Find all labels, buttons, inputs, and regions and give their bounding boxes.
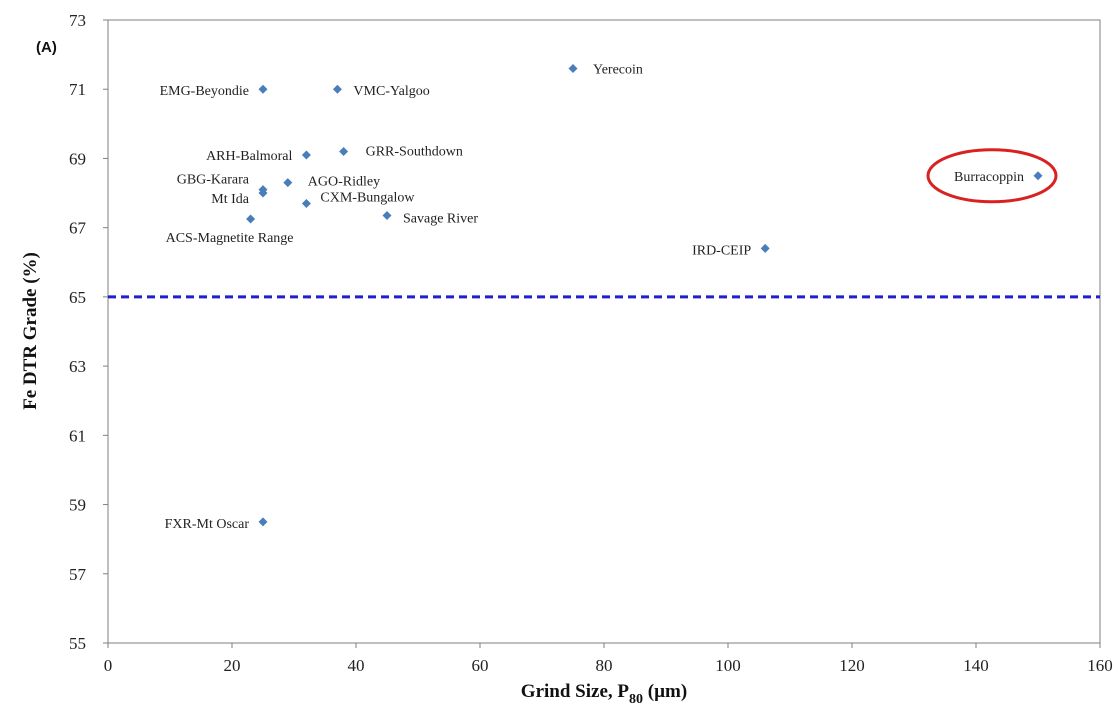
plot-area: 0 20 40 60 80 100 120 140 160 55 57 59 61 63 65 67 69 71… xyxy=(69,11,1113,675)
data-point-label: EMG-Beyondie xyxy=(160,84,249,99)
data-point-label: FXR-Mt Oscar xyxy=(165,517,250,532)
plot-frame xyxy=(107,19,1101,644)
data-point-label: GRR-Southdown xyxy=(366,145,463,160)
y-tick-label: 61 xyxy=(69,426,86,445)
data-point xyxy=(568,63,578,73)
y-axis-title: Fe DTR Grade (%) xyxy=(20,252,41,410)
data-point xyxy=(258,517,268,527)
data-point-label: IRD-CEIP xyxy=(692,243,751,258)
panel-label: (A) xyxy=(36,39,57,56)
x-tick-label: 140 xyxy=(963,656,989,675)
data-point-label: Yerecoin xyxy=(593,62,643,77)
x-axis-ticks: 0 20 40 60 80 100 120 140 160 xyxy=(104,643,1113,675)
highlight-ellipse xyxy=(926,148,1058,204)
x-axis-title-subscript: 80 xyxy=(629,692,643,707)
x-tick-label: 0 xyxy=(104,656,113,675)
data-point xyxy=(382,211,392,221)
data-point-label: Mt Ida xyxy=(211,192,250,207)
data-point xyxy=(339,147,349,157)
x-tick-label: 40 xyxy=(348,656,365,675)
y-tick-label: 57 xyxy=(69,565,87,584)
data-point xyxy=(760,243,770,253)
x-tick-label: 100 xyxy=(715,656,741,675)
y-tick-label: 59 xyxy=(69,496,86,515)
data-point-label: VMC-Yalgoo xyxy=(353,84,429,99)
data-point xyxy=(332,84,342,94)
data-point xyxy=(1033,171,1043,181)
data-point xyxy=(301,198,311,208)
y-tick-label: 67 xyxy=(69,219,87,238)
y-tick-label: 73 xyxy=(69,11,86,30)
x-axis-title: Grind Size, P80 (µm) xyxy=(521,681,687,707)
x-tick-label: 120 xyxy=(839,656,865,675)
data-point-labels: Yerecoin EMG-Beyondie VMC-Yalgoo ARH-Balmor… xyxy=(160,62,1024,531)
data-point xyxy=(258,188,268,198)
data-point xyxy=(258,84,268,94)
y-tick-label: 63 xyxy=(69,357,86,376)
data-point-label: Savage River xyxy=(403,212,478,227)
x-tick-label: 160 xyxy=(1087,656,1113,675)
data-point xyxy=(283,178,293,188)
data-point-label: ACS-Magnetite Range xyxy=(166,231,294,246)
data-point xyxy=(301,150,311,160)
y-tick-label: 71 xyxy=(69,80,86,99)
y-tick-label: 69 xyxy=(69,149,86,168)
data-point-label: CXM-Bungalow xyxy=(320,190,415,205)
data-point xyxy=(246,214,256,224)
data-point-label: GBG-Karara xyxy=(177,173,250,188)
data-point-label: AGO-Ridley xyxy=(308,175,380,190)
data-point-label: ARH-Balmoral xyxy=(206,149,292,164)
y-tick-label: 55 xyxy=(69,634,86,653)
x-tick-label: 80 xyxy=(596,656,613,675)
data-points xyxy=(246,63,1043,527)
y-tick-label: 65 xyxy=(69,288,86,307)
x-tick-label: 60 xyxy=(472,656,489,675)
x-tick-label: 20 xyxy=(224,656,241,675)
data-point-label: Burracoppin xyxy=(954,170,1024,185)
y-axis-ticks: 55 57 59 61 63 65 67 69 71 73 xyxy=(69,11,108,653)
x-axis-title-unit: (µm) xyxy=(643,681,687,702)
